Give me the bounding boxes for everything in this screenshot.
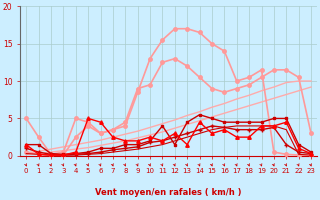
X-axis label: Vent moyen/en rafales ( km/h ): Vent moyen/en rafales ( km/h ) <box>95 188 242 197</box>
